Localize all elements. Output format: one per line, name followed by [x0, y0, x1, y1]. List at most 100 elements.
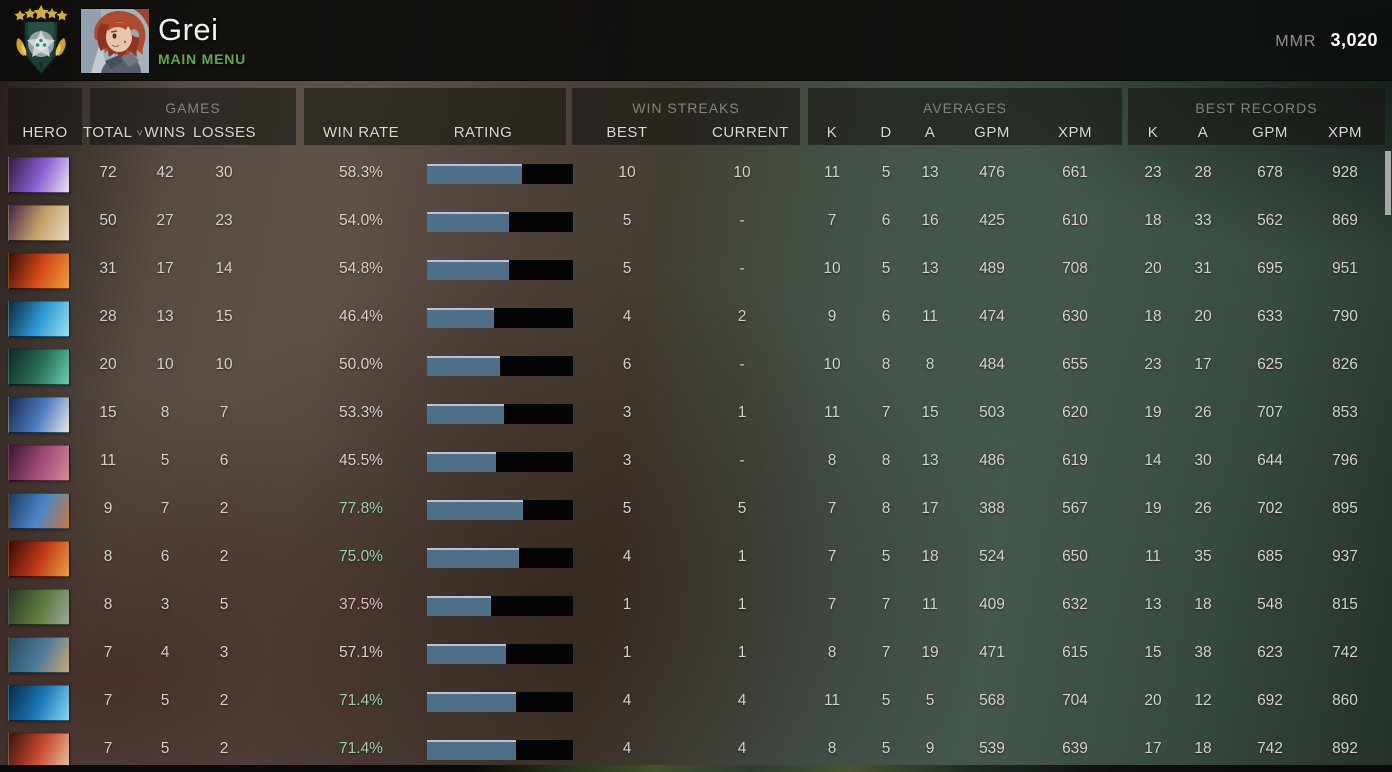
table-row[interactable]: 77.8% 9 7 2 5 5 7 8 17 388 567 19 26 702 895 — [0, 486, 1392, 534]
cell-best: 5 — [622, 212, 632, 229]
cell-xpm: 704 — [1062, 692, 1088, 709]
header-box-winrate — [304, 88, 566, 145]
top-bar: Grei MAIN MENU MMR 3,020 — [0, 0, 1392, 81]
hero-icon-invoker[interactable] — [8, 205, 70, 241]
vertical-scrollbar[interactable] — [1385, 150, 1392, 772]
column-header-best-xpm[interactable]: XPM — [1327, 124, 1362, 141]
table-row[interactable]: 46.4% 28 13 15 4 2 9 6 11 474 630 18 20 633 790 — [0, 294, 1392, 342]
table-row[interactable]: 53.3% 15 8 7 3 1 11 7 15 503 620 19 26 707 853 — [0, 390, 1392, 438]
cell-d: 7 — [881, 404, 891, 421]
table-row[interactable]: 75.0% 8 6 2 4 1 7 5 18 524 650 11 35 685 937 — [0, 534, 1392, 582]
column-header-total[interactable]: TOTAL ˅ — [83, 124, 143, 141]
column-header-avg-d[interactable]: D — [880, 124, 892, 141]
table-row[interactable]: 71.4% 7 5 2 4 4 8 5 9 539 639 17 18 742 892 — [0, 726, 1392, 772]
hero-icon-morphling[interactable] — [8, 685, 70, 721]
main-menu-link[interactable]: MAIN MENU — [158, 51, 247, 67]
cell-losses: 23 — [215, 212, 233, 229]
column-header-losses[interactable]: LOSSES — [193, 124, 257, 141]
player-avatar[interactable] — [80, 8, 150, 74]
cell-win-rate: 53.3% — [339, 404, 383, 421]
cell-bgpm: 562 — [1257, 212, 1283, 229]
hero-icon-storm-spirit[interactable] — [8, 301, 70, 337]
rating-bar — [427, 692, 573, 712]
column-header-avg-k[interactable]: K — [826, 124, 838, 141]
hero-icon-zeus[interactable] — [8, 397, 70, 433]
cell-xpm: 708 — [1062, 260, 1088, 277]
cell-d: 7 — [881, 596, 891, 613]
table-row[interactable]: 57.1% 7 4 3 1 1 8 7 19 471 615 15 38 623 742 — [0, 630, 1392, 678]
cell-ba: 31 — [1194, 260, 1212, 277]
cell-a: 18 — [921, 548, 939, 565]
cell-bk: 17 — [1144, 740, 1162, 757]
cell-gpm: 476 — [979, 164, 1005, 181]
hero-icon-treant-protector[interactable] — [8, 589, 70, 625]
cell-bxpm: 892 — [1332, 740, 1358, 757]
column-header-best-gpm[interactable]: GPM — [1252, 124, 1288, 141]
cell-gpm: 486 — [979, 452, 1005, 469]
sort-chevron-icon: ˅ — [136, 128, 144, 140]
hero-icon-ogre-magi[interactable] — [8, 493, 70, 529]
hero-icon-kunkka[interactable] — [8, 637, 70, 673]
column-header-best[interactable]: BEST — [606, 124, 648, 141]
cell-win-rate: 58.3% — [339, 164, 383, 181]
cell-best: 4 — [622, 692, 632, 709]
cell-xpm: 610 — [1062, 212, 1088, 229]
player-identity: Grei MAIN MENU — [158, 12, 246, 67]
hero-icon-void-spirit[interactable] — [8, 157, 70, 193]
cell-k: 8 — [827, 740, 837, 757]
cell-gpm: 425 — [979, 212, 1005, 229]
column-header-best-k[interactable]: K — [1147, 124, 1159, 141]
column-header-avg-gpm[interactable]: GPM — [974, 124, 1010, 141]
column-header-avg-a[interactable]: A — [924, 124, 936, 141]
cell-bk: 18 — [1144, 212, 1162, 229]
cell-current: 5 — [737, 500, 747, 517]
column-header-current[interactable]: CURRENT — [712, 124, 789, 141]
cell-k: 10 — [823, 356, 841, 373]
cell-losses: 2 — [219, 692, 229, 709]
column-header-wins[interactable]: WINS — [144, 124, 186, 141]
cell-wins: 5 — [160, 452, 170, 469]
table-row[interactable]: 58.3% 72 42 30 10 10 11 5 13 476 661 23 28 678 928 — [0, 150, 1392, 198]
cell-k: 7 — [827, 500, 837, 517]
column-header-winrate[interactable]: WIN RATE — [322, 124, 400, 141]
rating-bar — [427, 212, 573, 232]
column-header-rating[interactable]: RATING — [453, 124, 513, 141]
column-header-avg-xpm[interactable]: XPM — [1057, 124, 1092, 141]
cell-xpm: 620 — [1062, 404, 1088, 421]
cell-bk: 23 — [1144, 164, 1162, 181]
column-header-hero[interactable]: HERO — [22, 124, 68, 141]
rating-bar — [427, 308, 573, 328]
table-row[interactable]: 54.0% 50 27 23 5 - 7 6 16 425 610 18 33 562 869 — [0, 198, 1392, 246]
cell-bgpm: 678 — [1257, 164, 1283, 181]
cell-bgpm: 644 — [1257, 452, 1283, 469]
cell-gpm: 489 — [979, 260, 1005, 277]
cell-win-rate: 75.0% — [339, 548, 383, 565]
group-label-winstreaks: WIN STREAKS — [632, 100, 740, 116]
rating-bar-fill — [427, 260, 509, 280]
cell-best: 1 — [622, 596, 632, 613]
hero-icon-lion[interactable] — [8, 541, 70, 577]
cell-ba: 12 — [1194, 692, 1212, 709]
cell-xpm: 661 — [1062, 164, 1088, 181]
cell-win-rate: 71.4% — [339, 740, 383, 757]
cell-gpm: 503 — [979, 404, 1005, 421]
table-row[interactable]: 37.5% 8 3 5 1 1 7 7 11 409 632 13 18 548 815 — [0, 582, 1392, 630]
cell-win-rate: 54.0% — [339, 212, 383, 229]
table-row[interactable]: 45.5% 11 5 6 3 - 8 8 13 486 619 14 30 644 796 — [0, 438, 1392, 486]
cell-k: 10 — [823, 260, 841, 277]
scrollbar-thumb[interactable] — [1385, 151, 1391, 215]
cell-k: 8 — [827, 452, 837, 469]
hero-icon-troll-warlord[interactable] — [8, 733, 70, 769]
hero-icon-magnus[interactable] — [8, 445, 70, 481]
cell-wins: 10 — [156, 356, 174, 373]
cell-bk: 19 — [1144, 500, 1162, 517]
table-row[interactable]: 54.8% 31 17 14 5 - 10 5 13 489 708 20 31 695 951 — [0, 246, 1392, 294]
hero-icon-leshrac[interactable] — [8, 349, 70, 385]
hero-icon-ember-spirit[interactable] — [8, 253, 70, 289]
cell-xpm: 567 — [1062, 500, 1088, 517]
cell-losses: 30 — [215, 164, 233, 181]
table-row[interactable]: 50.0% 20 10 10 6 - 10 8 8 484 655 23 17 625 826 — [0, 342, 1392, 390]
table-row[interactable]: 71.4% 7 5 2 4 4 11 5 5 568 704 20 12 692 860 — [0, 678, 1392, 726]
column-header-best-a[interactable]: A — [1197, 124, 1209, 141]
